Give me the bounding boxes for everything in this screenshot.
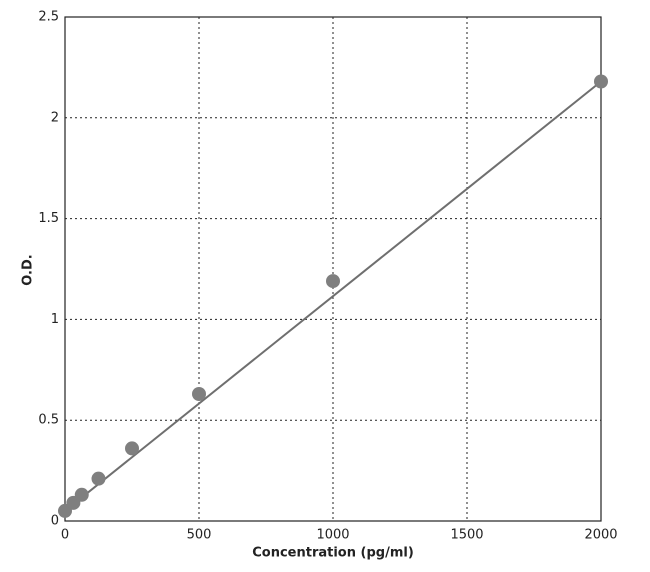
data-point <box>74 487 89 502</box>
y-axis-title: O.D. <box>21 254 36 285</box>
data-point <box>192 386 206 401</box>
fit-line <box>64 80 602 512</box>
y-tick-label: 2 <box>51 110 59 125</box>
x-axis-title: Concentration (pg/ml) <box>252 546 414 561</box>
data-point <box>91 471 106 486</box>
x-tick-label: 500 <box>187 528 212 543</box>
data-point <box>326 274 340 289</box>
data-point <box>594 74 608 89</box>
y-tick-label: 0.5 <box>38 413 59 428</box>
y-tick-label: 2.5 <box>38 10 59 25</box>
y-tick-label: 1 <box>51 312 59 327</box>
x-tick-label: 2000 <box>584 528 617 543</box>
x-tick-label: 1000 <box>316 528 349 543</box>
y-tick-label: 0 <box>51 514 59 529</box>
data-point <box>125 441 139 456</box>
x-tick-label: 1500 <box>450 528 483 543</box>
y-tick-label: 1.5 <box>38 211 59 226</box>
x-tick-label: 0 <box>61 528 69 543</box>
